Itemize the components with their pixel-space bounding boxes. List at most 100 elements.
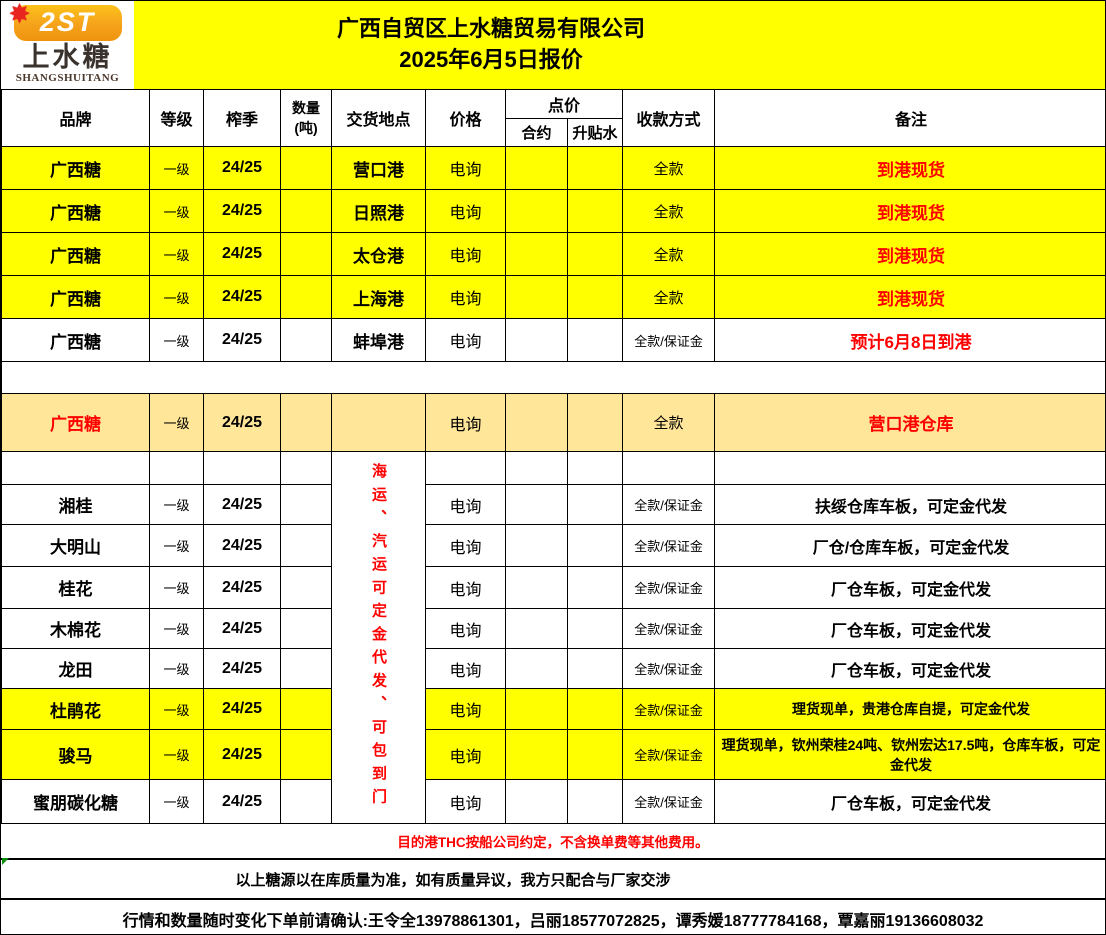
col-header-point-price: 点价 bbox=[504, 89, 624, 119]
premium-cell bbox=[566, 566, 624, 609]
premium-cell bbox=[566, 393, 624, 452]
cell-corner-marker-icon bbox=[2, 858, 9, 865]
grade-cell: 一级 bbox=[149, 729, 204, 780]
table-subheader-row: 合约 升贴水 bbox=[2, 118, 1106, 147]
col-header-brand: 品牌 bbox=[1, 89, 150, 147]
grade-cell: 一级 bbox=[149, 146, 204, 190]
empty-cell bbox=[1, 361, 1105, 394]
grade-cell: 一级 bbox=[149, 524, 204, 567]
remark-cell: 厂仓车板，可定金代发 bbox=[714, 608, 1105, 649]
table-row: 木棉花 一级 24/25 电询 全款/保证金 厂仓车板，可定金代发 bbox=[1, 608, 1105, 649]
location-cell: 日照港 bbox=[331, 189, 426, 233]
empty-cell bbox=[425, 451, 506, 485]
table-row: 龙田 一级 24/25 电询 全款/保证金 厂仓车板，可定金代发 bbox=[1, 648, 1105, 689]
contact-note: 行情和数量随时变化下单前请确认:王令全13978861301，吕丽1857707… bbox=[122, 912, 984, 930]
company-logo: ✸ 2ST 上水糖 SHANGSHUITANG bbox=[1, 1, 134, 89]
season-cell: 24/25 bbox=[203, 779, 281, 824]
table-row: 大明山 一级 24/25 电询 全款/保证金 厂仓/仓库车板，可定金代发 bbox=[1, 524, 1105, 567]
remark-cell: 预计6月8日到港 bbox=[714, 318, 1105, 362]
table-row: 杜鹃花 一级 24/25 电询 全款/保证金 理货现单，贵港仓库自提，可定金代发 bbox=[1, 688, 1105, 730]
starburst-icon: ✸ bbox=[9, 1, 32, 28]
brand-cell: 广西糖 bbox=[1, 232, 150, 276]
remark-cell: 厂仓车板，可定金代发 bbox=[714, 566, 1105, 609]
premium-cell bbox=[566, 189, 624, 233]
price-cell: 电询 bbox=[425, 729, 506, 780]
empty-cell bbox=[714, 451, 1105, 485]
qty-cell bbox=[280, 648, 332, 689]
price-cell: 电询 bbox=[425, 393, 506, 452]
table-row: 湘桂 一级 24/25 电询 全款/保证金 扶绥仓库车板，可定金代发 bbox=[1, 484, 1105, 525]
grade-cell: 一级 bbox=[149, 779, 204, 824]
payment-cell: 全款 bbox=[622, 146, 716, 190]
price-cell: 电询 bbox=[425, 318, 506, 362]
qty-cell bbox=[280, 484, 332, 525]
premium-cell bbox=[566, 608, 624, 649]
table-row: 广西糖 一级 24/25 日照港 电询 全款 到港现货 bbox=[1, 189, 1105, 233]
price-cell: 电询 bbox=[425, 146, 506, 190]
contract-cell bbox=[505, 275, 568, 319]
qty-cell bbox=[280, 729, 332, 780]
price-cell: 电询 bbox=[425, 688, 506, 730]
quote-date: 2025年6月5日报价 bbox=[399, 47, 583, 72]
payment-cell: 全款 bbox=[622, 275, 716, 319]
brand-cell: 木棉花 bbox=[1, 608, 150, 649]
qty-cell bbox=[280, 232, 332, 276]
contract-cell bbox=[505, 779, 568, 824]
price-cell: 电询 bbox=[425, 566, 506, 609]
empty-cell bbox=[280, 451, 332, 485]
contract-cell bbox=[505, 318, 568, 362]
price-cell: 电询 bbox=[425, 232, 506, 276]
payment-cell: 全款/保证金 bbox=[622, 318, 716, 362]
season-cell: 24/25 bbox=[203, 688, 281, 730]
contract-cell bbox=[505, 566, 568, 609]
empty-cell bbox=[149, 451, 204, 485]
payment-cell: 全款/保证金 bbox=[622, 608, 716, 649]
qty-cell bbox=[280, 393, 332, 452]
season-cell: 24/25 bbox=[203, 232, 281, 276]
payment-cell: 全款 bbox=[622, 189, 716, 233]
col-header-remark: 备注 bbox=[714, 89, 1105, 147]
grade-cell: 一级 bbox=[149, 688, 204, 730]
transport-note-vertical-text: 海运、汽运可定金代发、可包到门 bbox=[370, 463, 387, 812]
remark-cell: 到港现货 bbox=[714, 232, 1105, 276]
brand-cell: 广西糖 bbox=[1, 318, 150, 362]
payment-cell: 全款/保证金 bbox=[622, 648, 716, 689]
brand-cell: 广西糖 bbox=[1, 275, 150, 319]
col-header-contract: 合约 bbox=[505, 118, 568, 147]
premium-cell bbox=[566, 232, 624, 276]
remark-cell: 到港现货 bbox=[714, 146, 1105, 190]
remark-cell: 到港现货 bbox=[714, 189, 1105, 233]
contract-cell bbox=[505, 484, 568, 525]
payment-cell: 全款 bbox=[622, 393, 716, 452]
logo-brand-name: 上水糖 bbox=[22, 42, 113, 72]
brand-cell: 蜜朋碳化糖 bbox=[1, 779, 150, 824]
payment-cell: 全款 bbox=[622, 232, 716, 276]
remark-cell: 理货现单，贵港仓库自提，可定金代发 bbox=[714, 688, 1105, 730]
contract-cell bbox=[505, 146, 568, 190]
premium-cell bbox=[566, 779, 624, 824]
table-header-row: 品牌 等级 榨季 数量(吨) 交货地点 价格 点价 收款方式 备注 bbox=[1, 89, 1105, 147]
header-band: ✸ 2ST 上水糖 SHANGSHUITANG 广西自贸区上水糖贸易有限公司 2… bbox=[1, 1, 1105, 89]
premium-cell bbox=[566, 318, 624, 362]
contract-cell bbox=[505, 688, 568, 730]
price-cell: 电询 bbox=[425, 484, 506, 525]
col-header-grade: 等级 bbox=[149, 89, 204, 147]
premium-cell bbox=[566, 275, 624, 319]
grade-cell: 一级 bbox=[149, 648, 204, 689]
season-cell: 24/25 bbox=[203, 484, 281, 525]
col-header-price: 价格 bbox=[425, 89, 506, 147]
remark-cell: 营口港仓库 bbox=[714, 393, 1105, 452]
contract-cell bbox=[505, 524, 568, 567]
payment-cell: 全款/保证金 bbox=[622, 688, 716, 730]
spacer-row: 海运、汽运可定金代发、可包到门 bbox=[1, 451, 1105, 824]
price-cell: 电询 bbox=[425, 648, 506, 689]
brand-cell: 龙田 bbox=[1, 648, 150, 689]
qty-cell bbox=[280, 275, 332, 319]
brand-cell: 骏马 bbox=[1, 729, 150, 780]
grade-cell: 一级 bbox=[149, 608, 204, 649]
season-cell: 24/25 bbox=[203, 189, 281, 233]
empty-cell bbox=[566, 451, 624, 485]
col-header-payment: 收款方式 bbox=[622, 89, 716, 147]
transport-note-cell: 海运、汽运可定金代发、可包到门 bbox=[331, 451, 426, 824]
